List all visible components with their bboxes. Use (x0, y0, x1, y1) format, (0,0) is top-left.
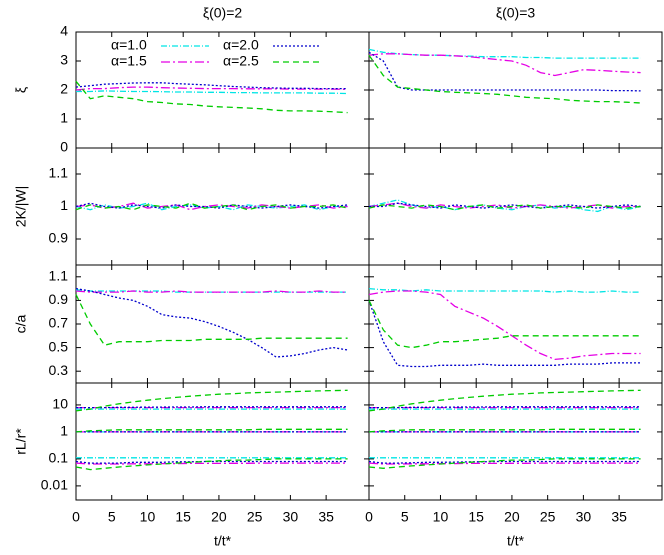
x-tick-label: 35 (318, 509, 334, 525)
y-tick-label: 0.9 (49, 291, 69, 307)
legend-label: α=2.5 (223, 53, 259, 69)
legend-label: α=2.0 (223, 37, 259, 53)
legend-label: α=1.5 (111, 53, 147, 69)
series-line (368, 462, 641, 465)
series-line (369, 406, 641, 409)
y-tick-label: 1 (60, 197, 68, 213)
series-line (76, 90, 348, 95)
y-axis-label: c/a (13, 314, 29, 333)
series-line (75, 389, 348, 412)
y-tick-label: 0.3 (49, 362, 69, 378)
x-tick-label: 20 (211, 509, 227, 525)
series-line (368, 202, 641, 209)
series-line (368, 389, 641, 412)
y-axis-label: 2K/|W| (13, 186, 29, 228)
series-line (75, 460, 348, 464)
series-line (75, 202, 348, 211)
series-line (368, 287, 641, 293)
x-tick-label: 10 (140, 509, 156, 525)
plot-frame (368, 382, 663, 501)
x-tick-label: 25 (540, 509, 556, 525)
series-line (368, 53, 641, 77)
x-axis-label: t/t* (214, 533, 232, 549)
y-tick-label: 1.1 (49, 165, 69, 181)
x-tick-label: 0 (72, 509, 80, 525)
series-line (75, 290, 348, 293)
series-line (75, 458, 348, 471)
y-tick-label: 0.5 (49, 338, 69, 354)
series-line (75, 82, 348, 90)
series-line (369, 202, 641, 209)
series-line (368, 300, 641, 368)
y-tick-label: 4 (60, 23, 68, 39)
column-title: ξ(0)=3 (496, 5, 536, 21)
series-line (75, 289, 348, 293)
y-tick-label: 0.7 (49, 315, 69, 331)
series-line (368, 54, 641, 104)
y-tick-label: 10 (52, 396, 68, 412)
y-axis-label: rL/r* (13, 428, 29, 455)
x-tick-label: 0 (365, 509, 373, 525)
series-line (76, 406, 348, 409)
y-tick-label: 0 (60, 139, 68, 155)
series-line (75, 428, 348, 433)
series-line (368, 204, 641, 211)
series-line (75, 86, 348, 91)
x-tick-label: 35 (611, 509, 627, 525)
x-tick-label: 20 (504, 509, 520, 525)
x-tick-label: 30 (576, 509, 592, 525)
series-line (368, 428, 641, 433)
x-tick-label: 25 (247, 509, 263, 525)
series-line (368, 48, 641, 59)
y-axis-label: ξ (13, 87, 29, 93)
x-tick-label: 15 (175, 509, 191, 525)
x-tick-label: 15 (468, 509, 484, 525)
plot-frame (368, 147, 663, 266)
x-tick-label: 5 (108, 509, 116, 525)
y-tick-label: 0.1 (49, 450, 69, 466)
series-line (368, 300, 641, 349)
y-tick-label: 1 (60, 423, 68, 439)
series-line (368, 51, 641, 92)
x-tick-label: 10 (433, 509, 449, 525)
series-line (75, 294, 348, 346)
y-tick-label: 0.9 (49, 230, 69, 246)
series-line (75, 287, 348, 358)
y-tick-label: 0.01 (41, 477, 68, 493)
x-axis-label: t/t* (507, 533, 525, 549)
plot-frame (75, 382, 370, 501)
y-tick-label: 3 (60, 52, 68, 68)
series-line (75, 462, 348, 465)
series-line (368, 460, 641, 464)
x-tick-label: 5 (401, 509, 409, 525)
series-line (75, 202, 348, 211)
x-tick-label: 30 (283, 509, 299, 525)
column-title: ξ(0)=2 (203, 5, 243, 21)
series-line (75, 80, 348, 114)
y-tick-label: 1.1 (49, 268, 69, 284)
legend-label: α=1.0 (111, 37, 147, 53)
y-tick-label: 2 (60, 81, 68, 97)
series-line (368, 458, 641, 469)
series-line (75, 202, 348, 211)
series-line (368, 290, 641, 361)
y-tick-label: 1 (60, 110, 68, 126)
plot-frame (75, 264, 370, 384)
